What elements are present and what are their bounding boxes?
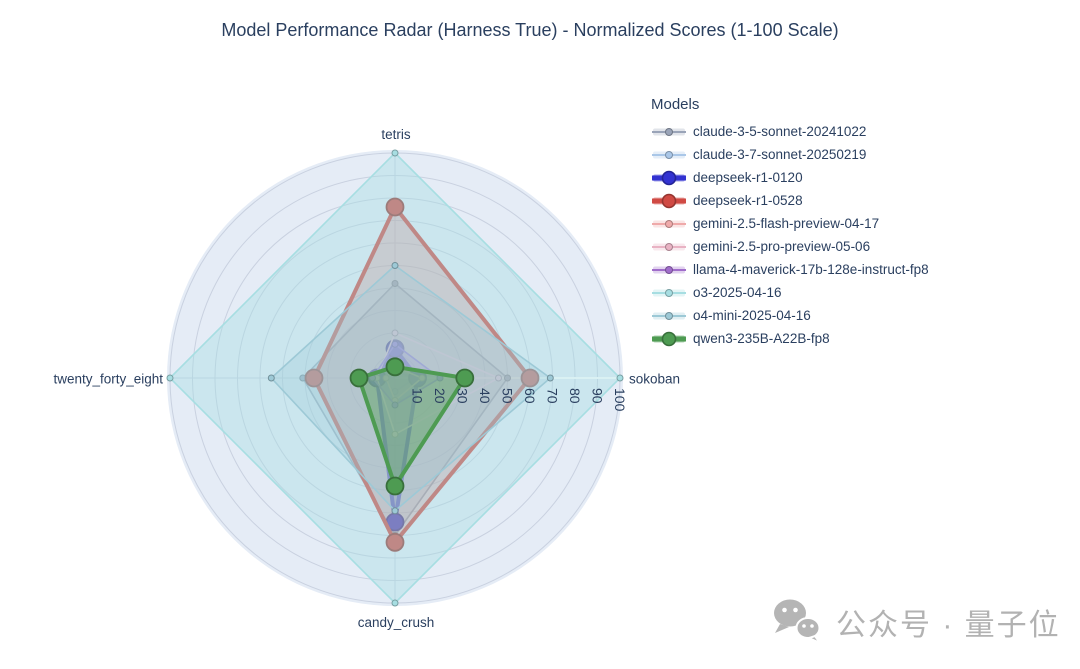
- series-marker-o4-mini-2025-04-16[interactable]: [391, 507, 399, 515]
- series-marker-deepseek-r1-0528[interactable]: [520, 368, 540, 388]
- legend-swatch: [652, 127, 686, 136]
- series-marker-o3-2025-04-16[interactable]: [166, 374, 174, 382]
- series-marker-claude-3-5-sonnet-20241022[interactable]: [391, 280, 399, 287]
- legend-title: Models: [651, 96, 700, 113]
- legend-label: qwen3-235B-A22B-fp8: [693, 331, 830, 346]
- series-marker-o3-2025-04-16[interactable]: [391, 149, 399, 157]
- wechat-icon: [774, 599, 823, 646]
- legend-label: o3-2025-04-16: [693, 285, 782, 300]
- series-marker-qwen3-235B-A22B-fp8[interactable]: [455, 368, 475, 388]
- legend: Models claude-3-5-sonnet-20241022 claude-…: [651, 96, 929, 350]
- series-marker-claude-3-5-sonnet-20241022[interactable]: [504, 374, 511, 382]
- series-marker-llama-4-maverick-17b-128e-instruct-fp8[interactable]: [391, 340, 399, 348]
- legend-item-o4-mini-2025-04-16[interactable]: o4-mini-2025-04-16: [651, 304, 929, 327]
- series-marker-deepseek-r1-0528[interactable]: [385, 532, 405, 552]
- legend-item-claude-3-7-sonnet-20250219[interactable]: claude-3-7-sonnet-20250219: [651, 143, 929, 166]
- radial-tick-label: 60: [522, 388, 538, 404]
- series-marker-qwen3-235B-A22B-fp8[interactable]: [385, 357, 405, 377]
- radial-tick-label: 70: [545, 388, 561, 404]
- radial-tick-label: 80: [567, 388, 583, 404]
- legend-swatch: [652, 170, 686, 185]
- axis-label-twenty_forty_eight: twenty_forty_eight: [53, 372, 163, 387]
- series-marker-qwen3-235B-A22B-fp8[interactable]: [385, 476, 405, 496]
- legend-label: o4-mini-2025-04-16: [693, 308, 811, 323]
- series-marker-gemini-2.5-flash-preview-04-17[interactable]: [382, 374, 390, 382]
- legend-item-o3-2025-04-16[interactable]: o3-2025-04-16: [651, 281, 929, 304]
- legend-label: deepseek-r1-0528: [693, 193, 803, 208]
- series-marker-gemini-2.5-pro-preview-05-06[interactable]: [495, 374, 502, 382]
- series-marker-o4-mini-2025-04-16[interactable]: [391, 262, 399, 269]
- legend-item-gemini-2.5-flash-preview-04-17[interactable]: gemini-2.5-flash-preview-04-17: [651, 212, 929, 235]
- legend-swatch: [652, 150, 686, 159]
- chart-title: Model Performance Radar (Harness True) -…: [221, 20, 839, 40]
- watermark: 公众号 · 量子位: [770, 597, 1061, 647]
- legend-swatch: [652, 219, 686, 228]
- series-marker-o4-mini-2025-04-16[interactable]: [546, 374, 554, 382]
- series-marker-llama-4-maverick-17b-128e-instruct-fp8[interactable]: [391, 401, 399, 409]
- series-marker-gemini-2.5-pro-preview-05-06[interactable]: [391, 430, 399, 438]
- radial-tick-label: 20: [432, 388, 448, 404]
- legend-item-llama-4-maverick-17b-128e-instruct-fp8[interactable]: llama-4-maverick-17b-128e-instruct-fp8: [651, 258, 929, 281]
- series-marker-gemini-2.5-flash-preview-04-17[interactable]: [418, 374, 426, 382]
- series-marker-qwen3-235B-A22B-fp8[interactable]: [349, 368, 369, 388]
- legend-swatch: [652, 265, 686, 274]
- axis-label-tetris: tetris: [381, 127, 411, 142]
- radial-tick-label: 50: [500, 388, 516, 404]
- legend-swatch: [652, 331, 686, 346]
- radial-tick-label: 100: [612, 388, 628, 412]
- legend-item-deepseek-r1-0528[interactable]: deepseek-r1-0528: [651, 189, 929, 212]
- series-marker-o3-2025-04-16[interactable]: [391, 599, 399, 607]
- legend-label: gemini-2.5-pro-preview-05-06: [693, 239, 871, 254]
- series-marker-o3-2025-04-16[interactable]: [616, 374, 624, 382]
- legend-swatch: [652, 311, 686, 320]
- series-marker-deepseek-r1-0528[interactable]: [304, 368, 324, 388]
- legend-swatch: [652, 242, 686, 251]
- legend-item-qwen3-235B-A22B-fp8[interactable]: qwen3-235B-A22B-fp8: [651, 327, 929, 350]
- radial-tick-label: 30: [455, 388, 471, 404]
- axis-label-candy_crush: candy_crush: [358, 615, 435, 630]
- radial-tick-label: 90: [590, 388, 606, 404]
- legend-items: claude-3-5-sonnet-20241022 claude-3-7-son…: [651, 120, 929, 350]
- series-marker-o4-mini-2025-04-16[interactable]: [267, 374, 275, 382]
- legend-swatch: [652, 193, 686, 208]
- series-marker-gemini-2.5-pro-preview-05-06[interactable]: [391, 329, 399, 337]
- series-marker-deepseek-r1-0528[interactable]: [385, 197, 405, 217]
- legend-label: claude-3-5-sonnet-20241022: [693, 124, 867, 139]
- legend-item-deepseek-r1-0120[interactable]: deepseek-r1-0120: [651, 166, 929, 189]
- legend-label: llama-4-maverick-17b-128e-instruct-fp8: [693, 262, 929, 277]
- legend-label: deepseek-r1-0120: [693, 170, 803, 185]
- radial-tick-label: 40: [477, 388, 493, 404]
- legend-label: claude-3-7-sonnet-20250219: [693, 147, 867, 162]
- legend-item-gemini-2.5-pro-preview-05-06[interactable]: gemini-2.5-pro-preview-05-06: [651, 235, 929, 258]
- watermark-text: 公众号 · 量子位: [836, 609, 1061, 642]
- axis-label-sokoban: sokoban: [629, 372, 680, 387]
- legend-swatch: [652, 288, 686, 297]
- legend-label: gemini-2.5-flash-preview-04-17: [693, 216, 880, 231]
- radial-tick-label: 10: [410, 388, 426, 404]
- legend-item-claude-3-5-sonnet-20241022[interactable]: claude-3-5-sonnet-20241022: [651, 120, 929, 143]
